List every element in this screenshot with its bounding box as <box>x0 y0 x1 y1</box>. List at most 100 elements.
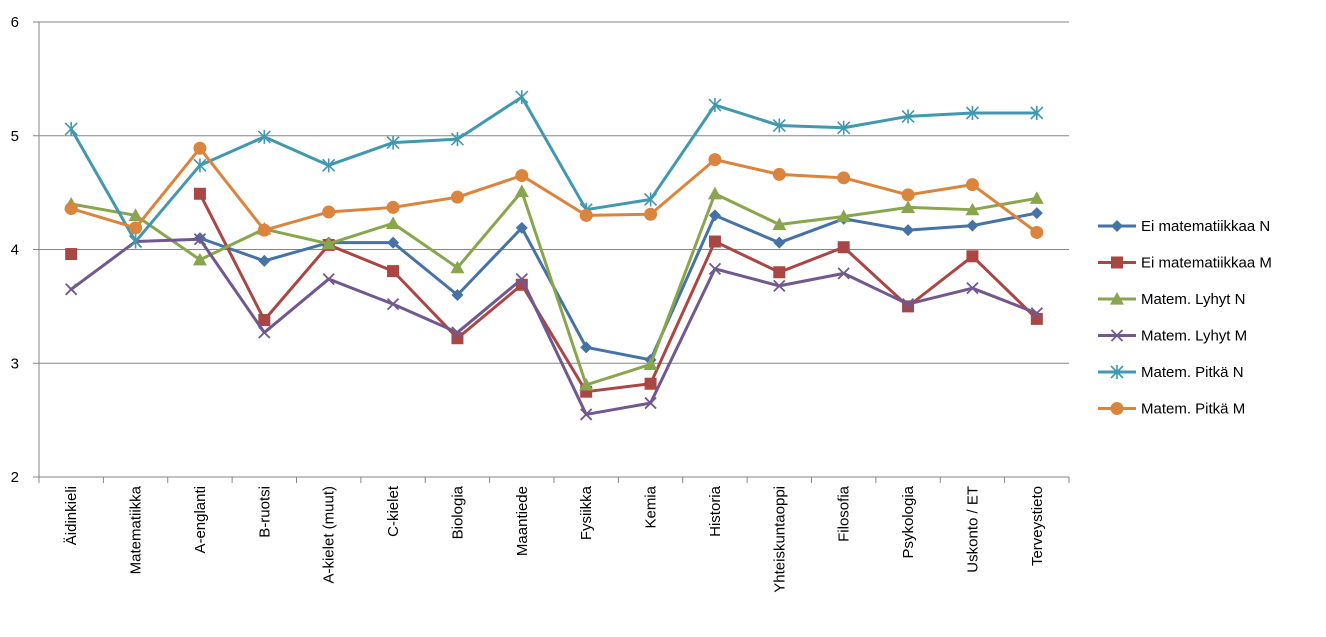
legend-label: Matem. Pitkä M <box>1141 401 1245 418</box>
data-point-matem-pitka-m-biologia <box>450 190 464 204</box>
legend-swatch-marker <box>1110 329 1124 342</box>
legend-item-matem-pitka-n: Matem. Pitkä N <box>1098 364 1244 381</box>
x-tick-label-c-kielet: C-kielet <box>385 485 402 537</box>
series-matem-pitka-n <box>64 90 1044 249</box>
data-point-matem-lyhyt-m-fysiikka <box>580 408 593 421</box>
series-line-matem-lyhyt-m <box>69 237 1039 416</box>
data-point-ei-matematiikkaa-m-a-englanti <box>193 187 206 200</box>
data-point-matem-lyhyt-m-historia <box>708 262 722 275</box>
data-point-matem-pitka-m-yhteiskuntaoppi <box>772 167 786 181</box>
data-point-matem-lyhyt-n-maantiede <box>514 184 529 198</box>
data-point-matem-lyhyt-m-psykologia <box>901 297 915 311</box>
y-tick-label-3: 3 <box>11 355 19 372</box>
data-point-matem-pitka-n-terveystieto <box>1030 106 1044 120</box>
data-point-matem-pitka-m-matematiikka <box>129 221 143 235</box>
x-tick-label-historia: Historia <box>707 485 724 537</box>
data-point-matem-lyhyt-m-a-englanti <box>193 233 207 246</box>
x-tick-label-aidinkieli: Äidinkieli <box>63 486 80 545</box>
data-point-matem-lyhyt-n-filosofia <box>836 209 851 223</box>
data-point-matem-lyhyt-n-kemia <box>643 357 658 370</box>
data-point-ei-matematiikkaa-n-fysiikka <box>580 341 593 354</box>
data-point-matem-pitka-m-a-kielet-muut <box>322 205 336 219</box>
x-tick-label-a-kielet-muut: A-kielet (muut) <box>321 486 338 584</box>
data-point-matem-pitka-m-c-kielet <box>386 200 400 214</box>
legend-label: Matem. Lyhyt M <box>1141 328 1247 345</box>
data-point-matem-lyhyt-n-historia <box>707 186 722 200</box>
data-point-ei-matematiikkaa-n-terveystieto <box>1030 207 1043 220</box>
data-point-matem-lyhyt-n-matematiikka <box>128 208 143 221</box>
data-point-matem-pitka-m-a-englanti <box>193 141 207 155</box>
y-tick-label-4: 4 <box>11 242 19 259</box>
data-point-matem-lyhyt-n-a-englanti <box>192 252 207 266</box>
data-point-ei-matematiikkaa-n-uskonto-et <box>966 219 979 232</box>
series-line-ei-matematiikkaa-m <box>198 192 1039 394</box>
x-tick-label-matematiikka: Matematiikka <box>128 485 145 574</box>
data-point-matem-lyhyt-m-kemia <box>644 396 657 410</box>
data-point-matem-pitka-m-fysiikka <box>579 208 593 222</box>
x-tick-label-terveystieto: Terveystieto <box>1029 486 1046 566</box>
data-point-ei-matematiikkaa-m-kemia <box>644 377 657 390</box>
data-point-matem-lyhyt-m-yhteiskuntaoppi <box>773 279 786 293</box>
data-point-matem-pitka-m-kemia <box>644 207 658 221</box>
x-tick-label-filosofia: Filosofia <box>836 485 853 542</box>
data-point-ei-matematiikkaa-m-c-kielet <box>387 265 400 278</box>
x-tick-label-yhteiskuntaoppi: Yhteiskuntaoppi <box>771 486 788 593</box>
data-point-matem-pitka-m-historia <box>708 153 722 167</box>
data-point-matem-pitka-n-aidinkieli <box>64 121 78 136</box>
series-layer <box>64 90 1044 421</box>
series-ei-matematiikkaa-m <box>65 187 1043 398</box>
data-point-matem-pitka-n-c-kielet <box>386 135 400 150</box>
x-tick-label-fysiikka: Fysiikka <box>578 485 595 540</box>
data-point-ei-matematiikkaa-m-historia <box>708 235 721 248</box>
data-point-matem-lyhyt-m-c-kielet <box>386 297 400 311</box>
data-point-matem-pitka-m-b-ruotsi <box>257 223 271 237</box>
data-point-matem-lyhyt-n-psykologia <box>901 200 916 214</box>
legend-label: Matem. Lyhyt N <box>1141 291 1245 308</box>
data-point-matem-lyhyt-m-terveystieto <box>1030 307 1043 320</box>
data-point-ei-matematiikkaa-n-biologia <box>451 289 464 301</box>
data-point-matem-lyhyt-m-biologia <box>451 326 464 339</box>
data-point-matem-lyhyt-m-a-kielet-muut <box>322 272 335 286</box>
legend-item-matem-lyhyt-n: Matem. Lyhyt N <box>1098 291 1245 308</box>
x-tick-label-b-ruotsi: B-ruotsi <box>256 486 273 538</box>
data-point-matem-pitka-n-a-kielet-muut <box>322 158 336 173</box>
legend-label: Ei matematiikkaa M <box>1141 255 1272 272</box>
data-point-matem-lyhyt-m-aidinkieli <box>65 283 78 296</box>
data-point-matem-lyhyt-n-uskonto-et <box>965 202 980 216</box>
legend-item-ei-matematiikkaa-m: Ei matematiikkaa M <box>1098 255 1272 272</box>
data-point-matem-lyhyt-m-filosofia <box>837 267 850 280</box>
x-tick-label-kemia: Kemia <box>643 485 660 528</box>
data-point-ei-matematiikkaa-n-b-ruotsi <box>258 254 271 267</box>
data-point-matem-pitka-n-a-englanti <box>193 158 207 173</box>
legend-swatch-marker <box>1110 365 1124 379</box>
data-point-matem-lyhyt-m-maantiede <box>515 272 528 286</box>
x-tick-label-biologia: Biologia <box>449 485 466 539</box>
data-point-matem-pitka-n-maantiede <box>515 90 529 105</box>
series-line-ei-matematiikkaa-n <box>198 211 1039 362</box>
legend-swatch-marker <box>1110 402 1124 415</box>
data-point-ei-matematiikkaa-m-filosofia <box>837 241 850 254</box>
data-point-ei-matematiikkaa-n-maantiede <box>515 221 528 234</box>
data-point-matem-pitka-m-maantiede <box>515 169 529 183</box>
data-point-matem-lyhyt-n-yhteiskuntaoppi <box>772 217 787 231</box>
data-point-ei-matematiikkaa-n-historia <box>708 209 721 222</box>
data-point-matem-pitka-m-aidinkieli <box>64 202 78 216</box>
x-tick-label-a-englanti: A-englanti <box>192 486 209 554</box>
data-point-matem-pitka-n-matematiikka <box>128 234 143 249</box>
legend-item-matem-lyhyt-m: Matem. Lyhyt M <box>1098 328 1247 345</box>
data-point-matem-pitka-n-historia <box>708 98 722 113</box>
x-tick-label-psykologia: Psykologia <box>900 485 917 558</box>
data-point-matem-lyhyt-n-terveystieto <box>1029 191 1044 204</box>
series-line-matem-lyhyt-n <box>69 189 1039 387</box>
data-point-matem-lyhyt-m-b-ruotsi <box>258 326 271 339</box>
data-point-matem-lyhyt-n-a-kielet-muut <box>321 236 336 250</box>
y-tick-label-5: 5 <box>11 128 19 145</box>
data-point-matem-pitka-m-terveystieto <box>1030 225 1044 239</box>
data-point-matem-pitka-n-psykologia <box>901 109 915 124</box>
grid-layer <box>39 21 1069 364</box>
legend-label: Ei matematiikkaa N <box>1141 218 1270 235</box>
legend-item-ei-matematiikkaa-n: Ei matematiikkaa N <box>1098 218 1270 235</box>
data-point-ei-matematiikkaa-m-aidinkieli <box>65 248 78 261</box>
